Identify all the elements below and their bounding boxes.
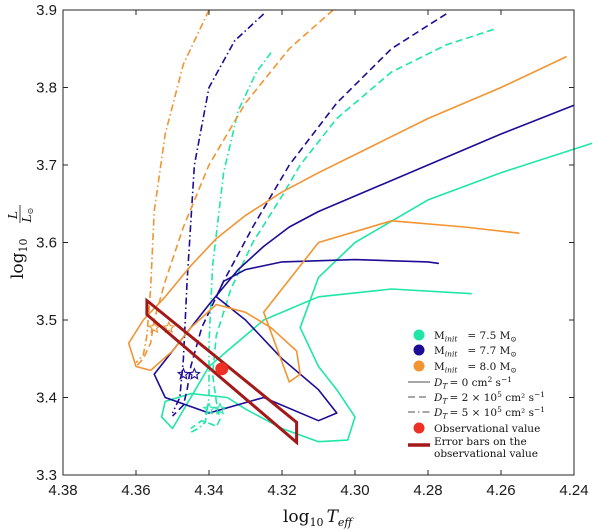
star-marker-m77 xyxy=(176,367,191,380)
track-m75-dt-5e5 xyxy=(190,52,272,434)
legend-label: DT = 0 cm2 s−1 xyxy=(433,375,512,391)
x-tick-label: 4.34 xyxy=(194,482,223,499)
legend-label: Error bars on the xyxy=(434,436,527,448)
legend: Minit = 7.5 M⊙Minit = 7.7 M⊙Minit = 8.0 M⊙D… xyxy=(408,329,545,460)
y-tick-label: 3.8 xyxy=(36,80,57,97)
x-tick-label: 4.30 xyxy=(340,482,369,499)
x-tick-label: 4.36 xyxy=(121,482,150,499)
x-tick-label: 4.32 xyxy=(267,482,296,499)
legend-marker xyxy=(413,360,425,372)
observational-marks xyxy=(145,297,299,446)
legend-marker xyxy=(413,422,425,434)
x-tick-label: 4.26 xyxy=(486,482,515,499)
legend-label: Minit = 7.7 M⊙ xyxy=(434,345,517,359)
observation-point xyxy=(215,362,229,376)
y-tick-label: 3.7 xyxy=(36,157,57,174)
y-tick-label: 3.4 xyxy=(36,390,57,407)
x-tick-label: 4.28 xyxy=(413,482,442,499)
track-m77-dt-0 xyxy=(153,104,575,422)
x-tick-label: 4.38 xyxy=(48,482,77,499)
track-m77-dt-2e5 xyxy=(171,13,447,417)
svg-text:L⊙: L⊙ xyxy=(20,208,35,224)
y-tick-label: 3.9 xyxy=(36,2,57,19)
x-tick-label: 4.24 xyxy=(559,482,588,499)
y-tick-label: 3.5 xyxy=(36,312,57,329)
legend-label: observational value xyxy=(434,448,538,460)
legend-marker xyxy=(413,344,425,356)
legend-label: DT = 2 × 105 cm² s−1 xyxy=(433,390,545,406)
star-marker-m80 xyxy=(162,320,176,334)
star-marker-m75 xyxy=(213,402,227,415)
legend-marker xyxy=(413,329,425,341)
legend-label: Minit = 7.5 M⊙ xyxy=(434,330,517,344)
evolution-tracks xyxy=(127,9,593,443)
legend-label: Observational value xyxy=(434,423,540,435)
track-m75-dt-2e5 xyxy=(190,28,494,430)
svg-text:log10: log10 xyxy=(8,238,30,279)
star-marker-m77 xyxy=(187,367,201,380)
y-tick-label: 3.6 xyxy=(36,235,57,252)
legend-label: DT = 5 × 105 cm² s−1 xyxy=(433,405,545,421)
track-m80-dt-2e5 xyxy=(135,9,334,368)
track-m77-dt-5e5 xyxy=(171,13,265,414)
error-box xyxy=(145,297,299,446)
y-tick-label: 3.3 xyxy=(36,467,57,484)
svg-text:L: L xyxy=(6,211,20,220)
x-axis-label: log10 Teff xyxy=(283,507,354,529)
y-axis-label: log10 L L⊙ xyxy=(6,205,35,279)
track-m80-dt-5e5 xyxy=(135,9,210,364)
track-m80-dt-0 xyxy=(127,55,568,383)
legend-label: Minit = 8.0 M⊙ xyxy=(434,361,517,375)
star-marker-m75 xyxy=(202,402,216,415)
axis-ticks: 4.38 4.36 4.34 4.32 4.30 4.28 4.26 4.24 3.3 3.4 3.… xyxy=(36,2,588,499)
